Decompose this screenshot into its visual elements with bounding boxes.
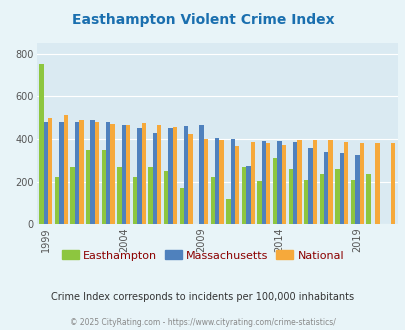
Bar	[257, 181, 261, 224]
Bar	[210, 178, 215, 224]
Bar	[121, 125, 126, 224]
Bar	[39, 64, 44, 224]
Text: © 2025 CityRating.com - https://www.cityrating.com/crime-statistics/: © 2025 CityRating.com - https://www.city…	[70, 318, 335, 327]
Bar	[152, 133, 157, 224]
Bar	[199, 125, 203, 224]
Bar	[335, 169, 339, 224]
Bar	[141, 123, 145, 224]
Bar	[148, 167, 152, 224]
Bar	[354, 155, 359, 224]
Bar	[230, 139, 234, 224]
Bar	[64, 115, 68, 224]
Bar	[366, 174, 370, 224]
Bar	[59, 122, 64, 224]
Bar	[48, 117, 52, 224]
Bar	[164, 171, 168, 224]
Bar	[86, 150, 90, 224]
Bar	[343, 142, 347, 224]
Bar	[288, 169, 292, 224]
Bar	[132, 178, 137, 224]
Bar	[70, 167, 75, 224]
Bar	[183, 126, 188, 224]
Bar	[172, 127, 177, 224]
Bar	[215, 138, 219, 224]
Bar	[226, 199, 230, 224]
Bar	[374, 143, 379, 224]
Bar	[339, 153, 343, 224]
Bar	[265, 143, 270, 224]
Bar	[241, 167, 245, 224]
Bar	[44, 122, 48, 224]
Bar	[179, 188, 183, 224]
Bar	[250, 142, 254, 224]
Bar	[308, 148, 312, 224]
Bar	[94, 122, 99, 224]
Bar	[245, 166, 250, 224]
Bar	[55, 178, 59, 224]
Bar	[328, 140, 332, 224]
Bar	[303, 180, 308, 224]
Bar	[157, 125, 161, 224]
Bar	[168, 128, 172, 224]
Bar	[350, 180, 354, 224]
Bar	[292, 142, 296, 224]
Bar	[137, 128, 141, 224]
Bar	[359, 143, 363, 224]
Bar	[261, 141, 265, 224]
Bar	[281, 146, 286, 224]
Bar	[106, 122, 110, 224]
Bar	[272, 158, 277, 224]
Bar	[296, 140, 301, 224]
Text: Easthampton Violent Crime Index: Easthampton Violent Crime Index	[72, 13, 333, 27]
Bar	[75, 122, 79, 224]
Bar	[323, 152, 328, 224]
Bar	[90, 120, 94, 224]
Legend: Easthampton, Massachusetts, National: Easthampton, Massachusetts, National	[58, 246, 347, 265]
Bar	[117, 167, 121, 224]
Bar	[203, 139, 208, 224]
Bar	[79, 120, 83, 224]
Bar	[390, 143, 394, 224]
Bar	[312, 140, 316, 224]
Bar	[219, 140, 223, 224]
Bar	[110, 124, 115, 224]
Bar	[126, 125, 130, 224]
Bar	[188, 134, 192, 224]
Bar	[101, 150, 106, 224]
Bar	[277, 141, 281, 224]
Bar	[319, 174, 323, 224]
Text: Crime Index corresponds to incidents per 100,000 inhabitants: Crime Index corresponds to incidents per…	[51, 292, 354, 302]
Bar	[234, 147, 239, 224]
